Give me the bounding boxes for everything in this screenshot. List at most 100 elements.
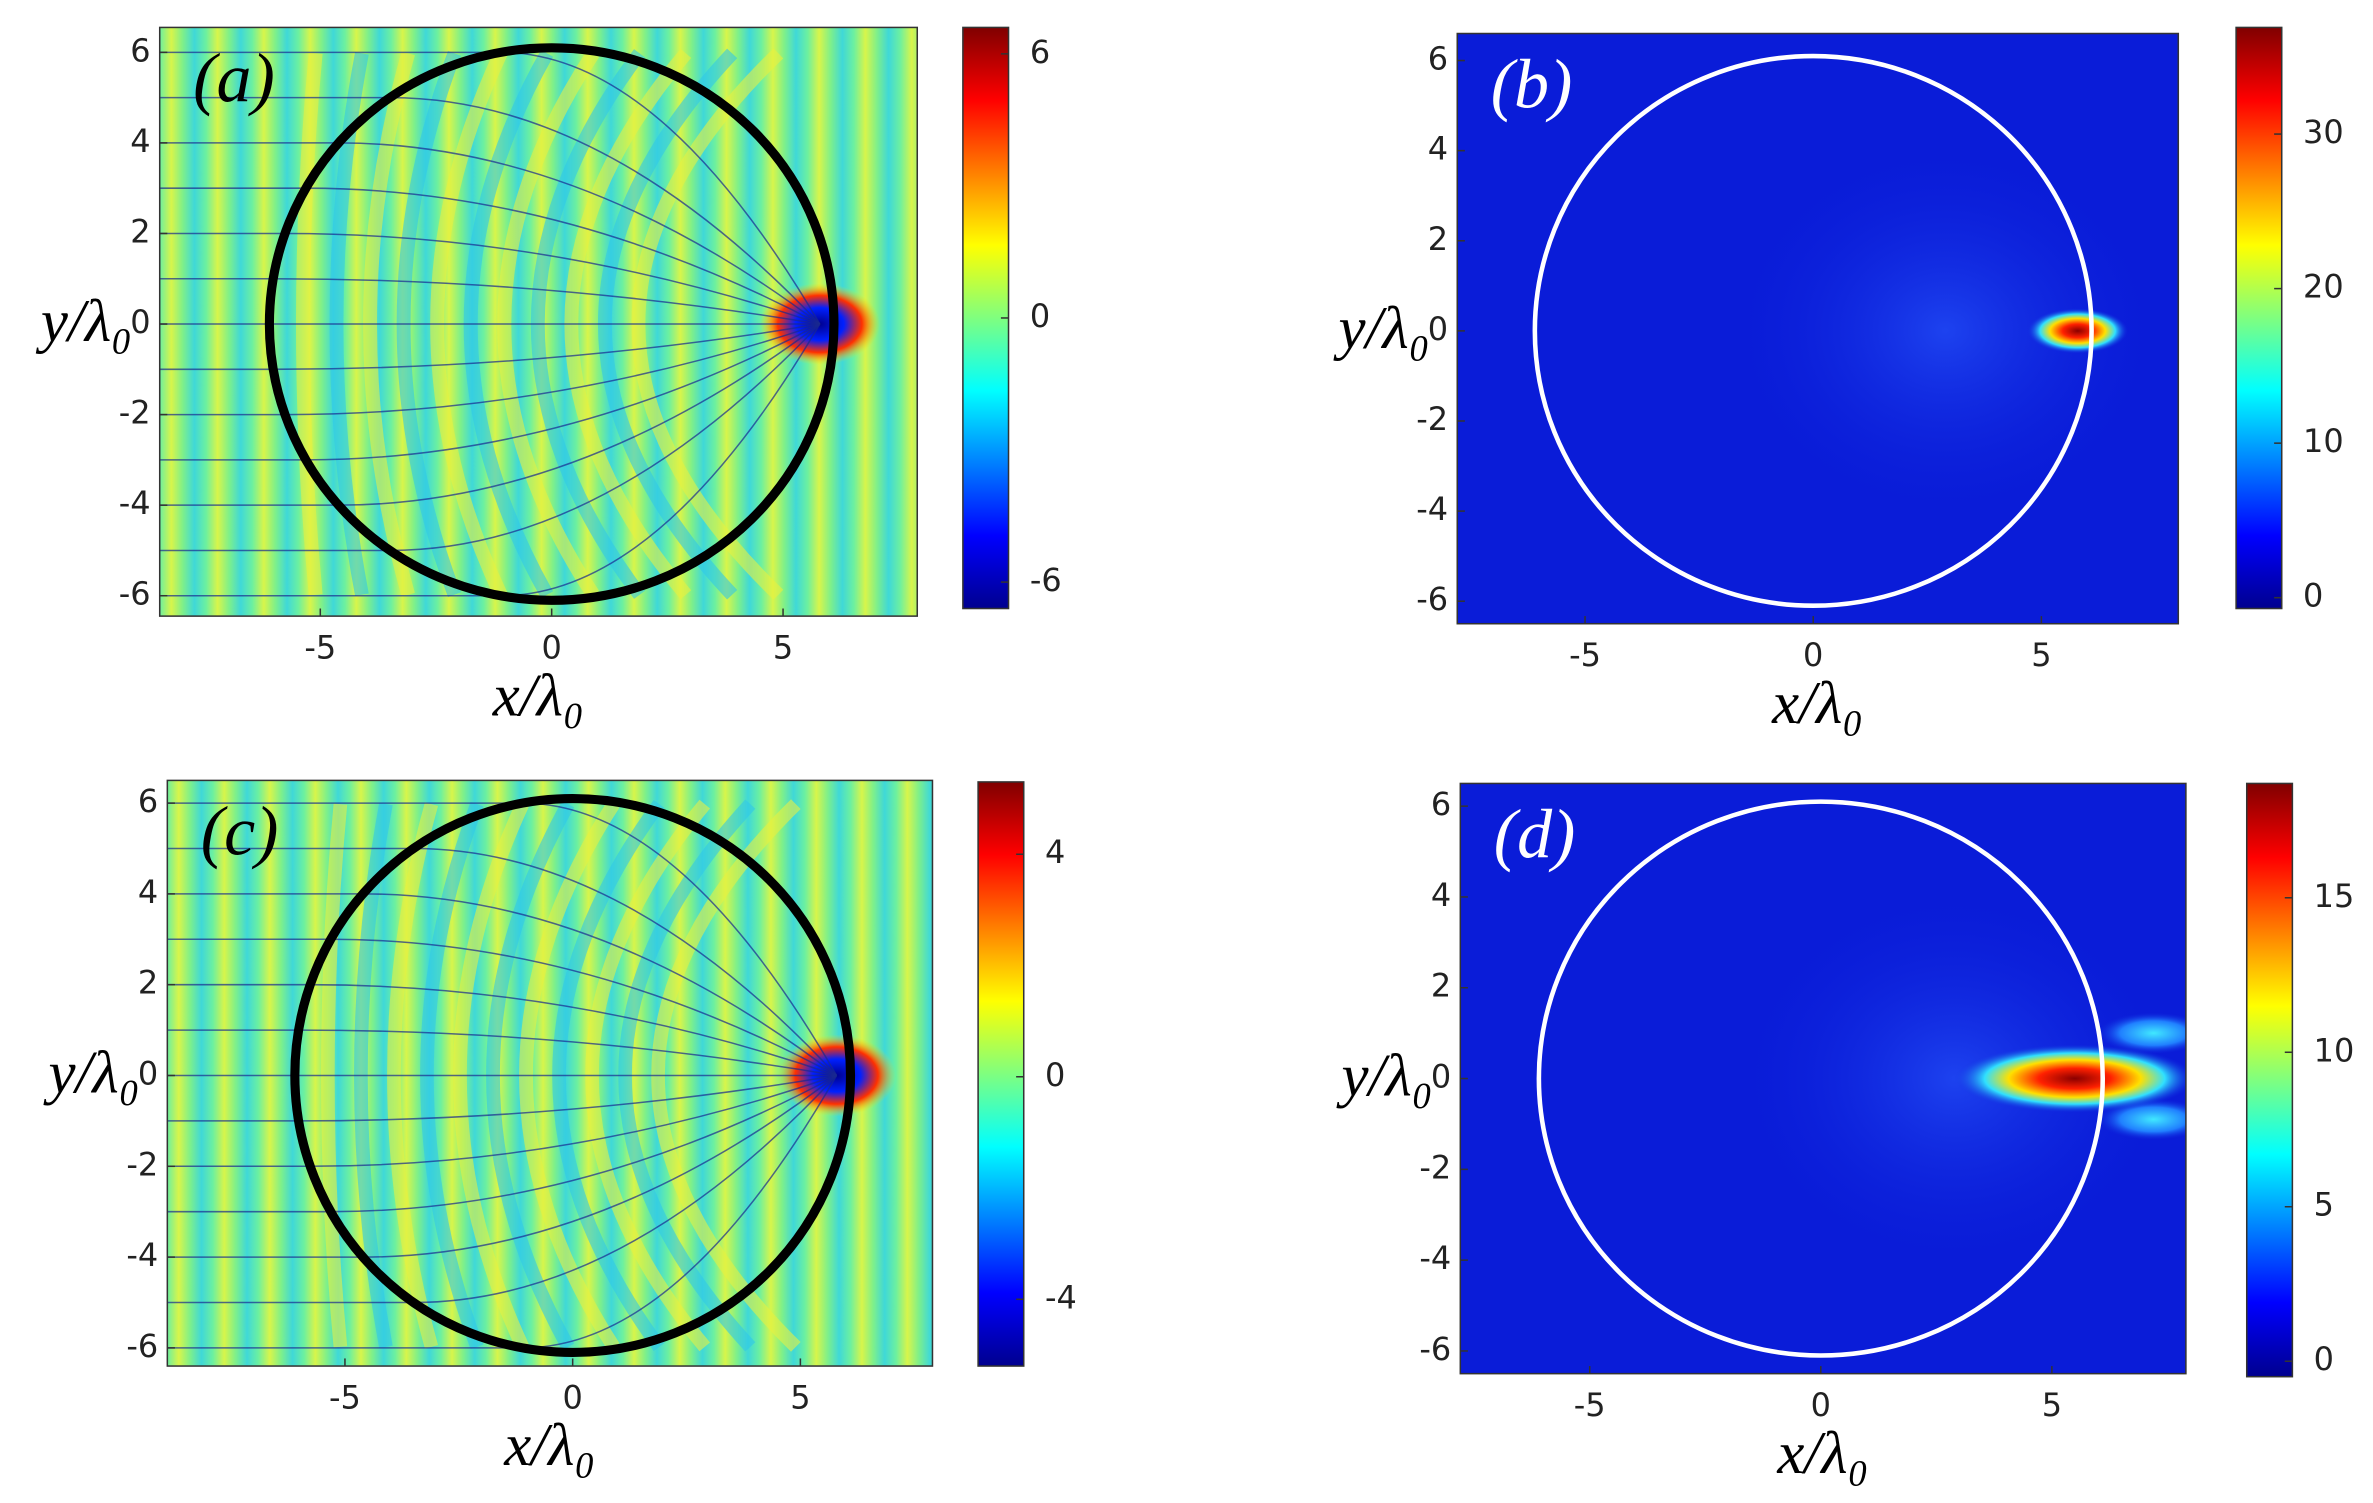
panel-label: (d) [1494, 796, 1576, 873]
ray [159, 323, 820, 371]
x-tick-label: 5 [773, 629, 793, 667]
colorbar-tick-label: 0 [1030, 297, 1050, 335]
ray [167, 983, 837, 1077]
colorbar-tick-label: 15 [2314, 877, 2355, 915]
colorbar-tick-label: -6 [1030, 561, 1062, 599]
plot-area [1460, 783, 2186, 1374]
y-tick-label: 4 [138, 873, 158, 911]
colorbar-tick-label: 10 [2303, 422, 2344, 460]
plot-frame [158, 26, 919, 617]
ray [167, 1074, 838, 1258]
glow [1722, 138, 2169, 524]
ray [167, 1074, 838, 1304]
y-tick-label: 2 [1431, 967, 1451, 1005]
y-tick-label: 4 [1428, 130, 1448, 168]
y-tick-label: -2 [119, 394, 151, 432]
colorbar [977, 781, 1025, 1367]
plot-frame [166, 779, 934, 1367]
hot-spot [2027, 308, 2128, 354]
y-tick-label: 4 [130, 122, 150, 160]
ray [167, 893, 838, 1077]
y-tick-label: -2 [1419, 1148, 1451, 1186]
y-tick-label: -6 [119, 575, 151, 613]
x-axis-label: x/λ₀ [503, 1412, 595, 1479]
x-tick-label: 0 [1803, 636, 1823, 674]
x-tick-label: 0 [1811, 1386, 1831, 1424]
ray [167, 847, 838, 1077]
x-axis-label: x/λ₀ [1776, 1420, 1868, 1487]
y-tick-label: 0 [138, 1054, 158, 1092]
ray [159, 187, 821, 325]
y-tick-label: 0 [1431, 1058, 1451, 1096]
y-tick-label: 0 [130, 303, 150, 341]
ray [159, 323, 821, 597]
ray [167, 802, 838, 1076]
plot-frame [1456, 32, 2180, 625]
colorbar-tick-label: -4 [1045, 1278, 1077, 1316]
x-tick-label: -5 [329, 1379, 361, 1417]
lens-outline [290, 793, 856, 1357]
ray [159, 232, 821, 325]
ray [159, 142, 821, 325]
y-axis-label: y/λ₀ [43, 1040, 140, 1107]
y-tick-label: 6 [138, 782, 158, 820]
panel: -5 0 5 -6 -4 -2 0 2 4 6 x/λ₀ y/λ₀ (d) 0 5 10 15 [1336, 782, 2355, 1487]
x-axis-label: x/λ₀ [492, 662, 584, 729]
ray [159, 277, 820, 325]
lobe [2098, 1012, 2186, 1054]
ray [167, 1074, 837, 1168]
y-tick-label: 2 [130, 212, 150, 250]
y-tick-label: 0 [1428, 310, 1448, 348]
colorbar-tick-label: 0 [2314, 1340, 2334, 1378]
ray [167, 1029, 837, 1077]
colorbar-tick-label: 5 [2314, 1186, 2334, 1224]
colorbar-tick-label: 30 [2303, 113, 2344, 151]
ray [159, 323, 821, 506]
colorbar [2235, 26, 2283, 610]
colorbar-tick-label: 20 [2303, 268, 2344, 306]
ray [167, 1074, 837, 1122]
y-tick-label: 4 [1431, 876, 1451, 914]
x-tick-label: -5 [1574, 1386, 1606, 1424]
panel-label: (c) [201, 793, 279, 870]
ray [159, 323, 821, 552]
y-tick-label: -4 [1416, 490, 1448, 528]
plot-area [167, 780, 933, 1367]
panel: -5 0 5 -6 -4 -2 0 2 4 6 x/λ₀ y/λ₀ (a) -6 0 6 [35, 26, 1062, 729]
panel-label: (a) [193, 40, 275, 117]
y-axis-label: y/λ₀ [1332, 295, 1429, 362]
y-tick-label: -2 [1416, 400, 1448, 438]
y-tick-label: 2 [1428, 220, 1448, 258]
plot-area [159, 27, 918, 617]
x-tick-label: 0 [563, 1379, 583, 1417]
hot-spot [1954, 1044, 2186, 1113]
y-tick-label: 6 [1431, 785, 1451, 823]
y-tick-label: 2 [138, 964, 158, 1002]
y-axis-label: y/λ₀ [35, 288, 132, 355]
y-tick-label: 6 [130, 31, 150, 69]
ray [167, 938, 837, 1077]
x-tick-label: -5 [304, 629, 336, 667]
y-tick-label: -6 [1416, 580, 1448, 618]
panel: -5 0 5 -6 -4 -2 0 2 4 6 x/λ₀ y/λ₀ (c) -4 0 4 [43, 779, 1077, 1479]
lens-outline [1532, 53, 2094, 608]
y-axis-label: y/λ₀ [1336, 1043, 1433, 1110]
ray [167, 1074, 837, 1213]
ray [159, 323, 821, 416]
y-tick-label: -4 [119, 484, 151, 522]
y-tick-label: -4 [1419, 1239, 1451, 1277]
ray [159, 96, 821, 325]
colorbar-tick-label: 10 [2314, 1031, 2355, 1069]
lens-outline [1536, 799, 2105, 1358]
x-axis-label: x/λ₀ [1771, 670, 1863, 737]
x-tick-label: 5 [790, 1379, 810, 1417]
x-tick-label: 0 [542, 629, 562, 667]
x-tick-label: 5 [2042, 1386, 2062, 1424]
ray [167, 1075, 838, 1349]
lens-outline [264, 43, 839, 605]
x-tick-label: -5 [1569, 636, 1601, 674]
y-tick-label: -2 [126, 1145, 158, 1183]
y-tick-label: -4 [126, 1236, 158, 1274]
colorbar-tick-label: 4 [1045, 833, 1065, 871]
